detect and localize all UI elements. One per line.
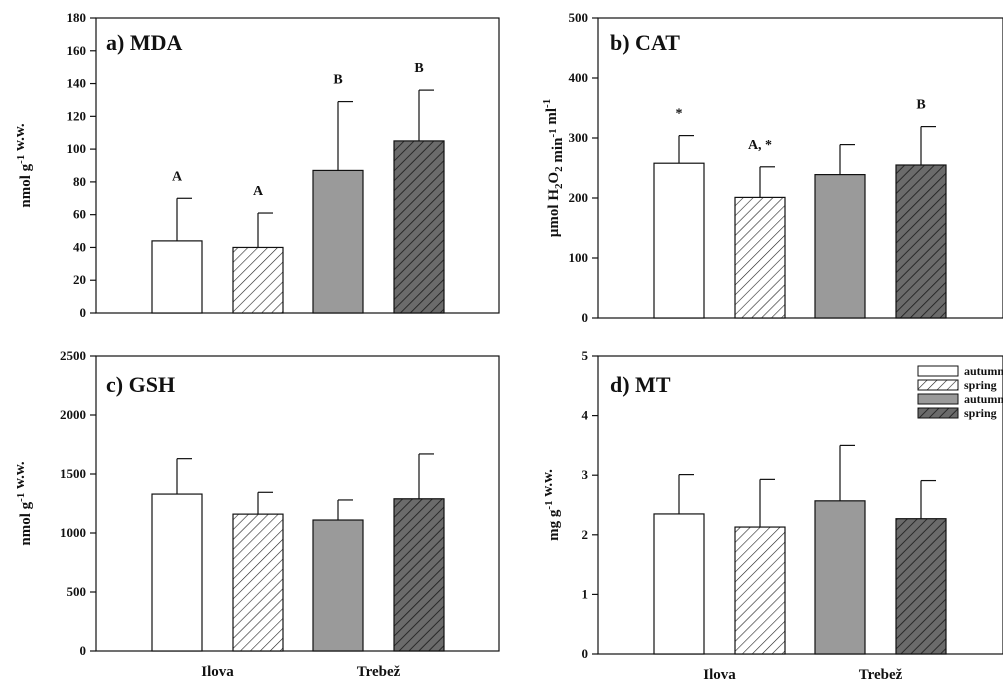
group-label: Trebež	[357, 664, 401, 680]
legend-label: spring	[964, 378, 997, 392]
y-tick-label: 500	[569, 10, 589, 25]
y-tick-label: 160	[67, 43, 87, 58]
y-tick-label: 2500	[60, 348, 86, 363]
y-tick-label: 60	[73, 207, 86, 222]
y-axis-label: µmol H2O2 min-1 ml-1	[541, 99, 566, 237]
group-label: Ilova	[703, 667, 736, 683]
significance-label: A, *	[748, 138, 772, 153]
significance-label: B	[916, 98, 925, 113]
bar	[653, 162, 705, 319]
legend-label: spring	[964, 406, 997, 420]
bar	[151, 493, 203, 652]
legend-swatch	[917, 365, 959, 377]
legend-swatch	[917, 393, 959, 405]
y-tick-label: 140	[67, 76, 87, 91]
bar	[814, 500, 866, 655]
y-tick-label: 180	[67, 10, 87, 25]
significance-label: B	[333, 73, 342, 88]
bar	[151, 240, 203, 314]
plot-frame	[95, 355, 500, 652]
panel-title: b) CAT	[610, 30, 680, 55]
y-tick-label: 0	[582, 310, 589, 325]
y-tick-label: 1000	[60, 525, 86, 540]
bar	[895, 164, 947, 319]
y-tick-label: 500	[67, 584, 87, 599]
y-tick-label: 120	[67, 108, 87, 123]
panel-title: a) MDA	[106, 30, 182, 55]
panel-cat: 0 100 200 300 400 500 b) CAT µmol H2O2 min-1 ml…	[541, 10, 1003, 325]
y-tick-label: 0	[80, 305, 87, 320]
y-tick-label: 300	[569, 130, 589, 145]
legend-swatch	[917, 379, 959, 391]
panel-mt: 0 1 2 3 4 5 d) MT mg g-1 w.w. Ilova Trebež	[540, 348, 1003, 683]
y-tick-label: 80	[73, 174, 86, 189]
bar	[653, 513, 705, 655]
bar	[312, 519, 364, 652]
legend-label: autumn	[964, 392, 1003, 406]
bar	[312, 169, 364, 314]
y-tick-label: 0	[80, 643, 87, 658]
group-label: Trebež	[859, 667, 903, 683]
y-tick-label: 40	[73, 239, 86, 254]
bar	[734, 526, 786, 655]
y-tick-label: 100	[569, 250, 589, 265]
y-tick-label: 200	[569, 190, 589, 205]
y-tick-label: 100	[67, 141, 87, 156]
y-tick-label: 3	[582, 467, 589, 482]
legend-label: autumn	[964, 364, 1003, 378]
bar	[393, 140, 445, 314]
plot-frame	[597, 17, 1003, 319]
panel-title: c) GSH	[106, 372, 175, 397]
y-axis-label: nmol g-1 w.w.	[12, 123, 34, 207]
significance-label: *	[676, 107, 683, 122]
panel-mda: 0 20 40 60 80 100 120 140 160 180 a) MDA nmol g-1 w…	[12, 10, 500, 320]
bar	[232, 246, 284, 314]
y-tick-label: 400	[569, 70, 589, 85]
y-tick-label: 20	[73, 272, 86, 287]
significance-label: A	[253, 184, 264, 199]
y-axis-label: nmol g-1 w.w.	[12, 461, 34, 545]
panel-gsh: 0 500 1000 1500 2000 2500 c) GSH nmol g-1 w.w. I…	[12, 348, 500, 680]
y-tick-label: 2	[582, 527, 589, 542]
plot-frame	[95, 17, 500, 314]
y-axis-label: mg g-1 w.w.	[540, 469, 562, 541]
y-tick-label: 1500	[60, 466, 86, 481]
bar	[232, 513, 284, 652]
y-tick-label: 2000	[60, 407, 86, 422]
significance-label: B	[414, 61, 423, 76]
bar	[734, 196, 786, 319]
panel-title: d) MT	[610, 372, 671, 397]
y-tick-label: 0	[582, 646, 589, 661]
y-tick-label: 5	[582, 348, 589, 363]
group-label: Ilova	[201, 664, 234, 680]
legend-swatch	[917, 407, 959, 419]
y-tick-label: 1	[582, 586, 589, 601]
bar	[393, 498, 445, 652]
y-tick-label: 4	[582, 408, 589, 423]
significance-label: A	[172, 169, 183, 184]
bar	[895, 518, 947, 655]
plot-frame	[597, 355, 1003, 655]
bar	[814, 174, 866, 319]
